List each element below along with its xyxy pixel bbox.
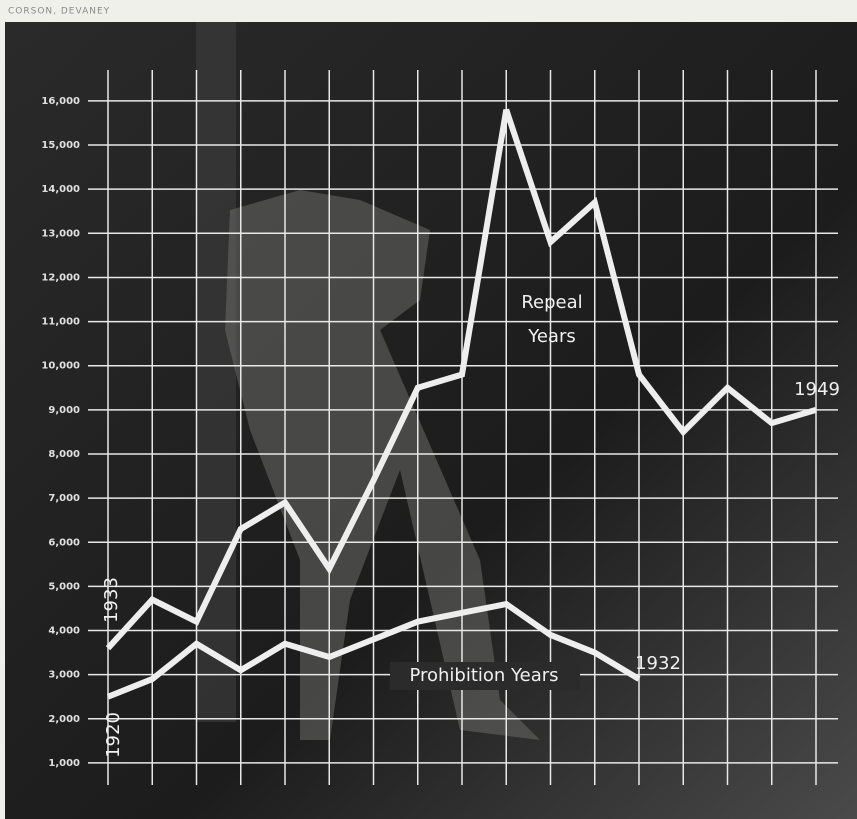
y-tick-label: 2,000 bbox=[48, 714, 80, 725]
y-tick-label: 13,000 bbox=[41, 228, 80, 239]
year-annotation: 1933 bbox=[101, 577, 122, 623]
y-tick-label: 8,000 bbox=[48, 449, 80, 460]
credit: CORSON, DEVANEY bbox=[8, 7, 110, 17]
year-annotation: 1949 bbox=[794, 379, 840, 400]
y-tick-label: 9,000 bbox=[48, 405, 80, 416]
year-annotation: 1932 bbox=[635, 653, 681, 674]
series-label: Repeal bbox=[521, 292, 582, 313]
chart: CORSON, DEVANEY 1,000 2,000 3,000 4,000 5,00… bbox=[0, 0, 857, 819]
y-tick-label: 5,000 bbox=[48, 581, 80, 592]
series-label: Prohibition Years bbox=[409, 665, 558, 686]
y-tick-label: 14,000 bbox=[41, 184, 80, 195]
page: CORSON, DEVANEY 1,000 2,000 3,000 4,000 5,00… bbox=[0, 0, 857, 819]
y-tick-label: 10,000 bbox=[41, 361, 80, 372]
y-tick-label: 6,000 bbox=[48, 537, 80, 548]
photo-background bbox=[5, 22, 857, 819]
y-tick-label: 7,000 bbox=[48, 493, 80, 504]
y-tick-label: 15,000 bbox=[41, 140, 80, 151]
y-tick-label: 3,000 bbox=[48, 670, 80, 681]
series-label: Years bbox=[527, 326, 576, 347]
y-tick-label: 16,000 bbox=[41, 96, 80, 107]
year-annotation: 1920 bbox=[103, 712, 124, 758]
y-tick-label: 4,000 bbox=[48, 626, 80, 637]
y-tick-label: 11,000 bbox=[41, 317, 80, 328]
y-tick-label: 1,000 bbox=[48, 758, 80, 769]
y-tick-label: 12,000 bbox=[41, 272, 80, 283]
